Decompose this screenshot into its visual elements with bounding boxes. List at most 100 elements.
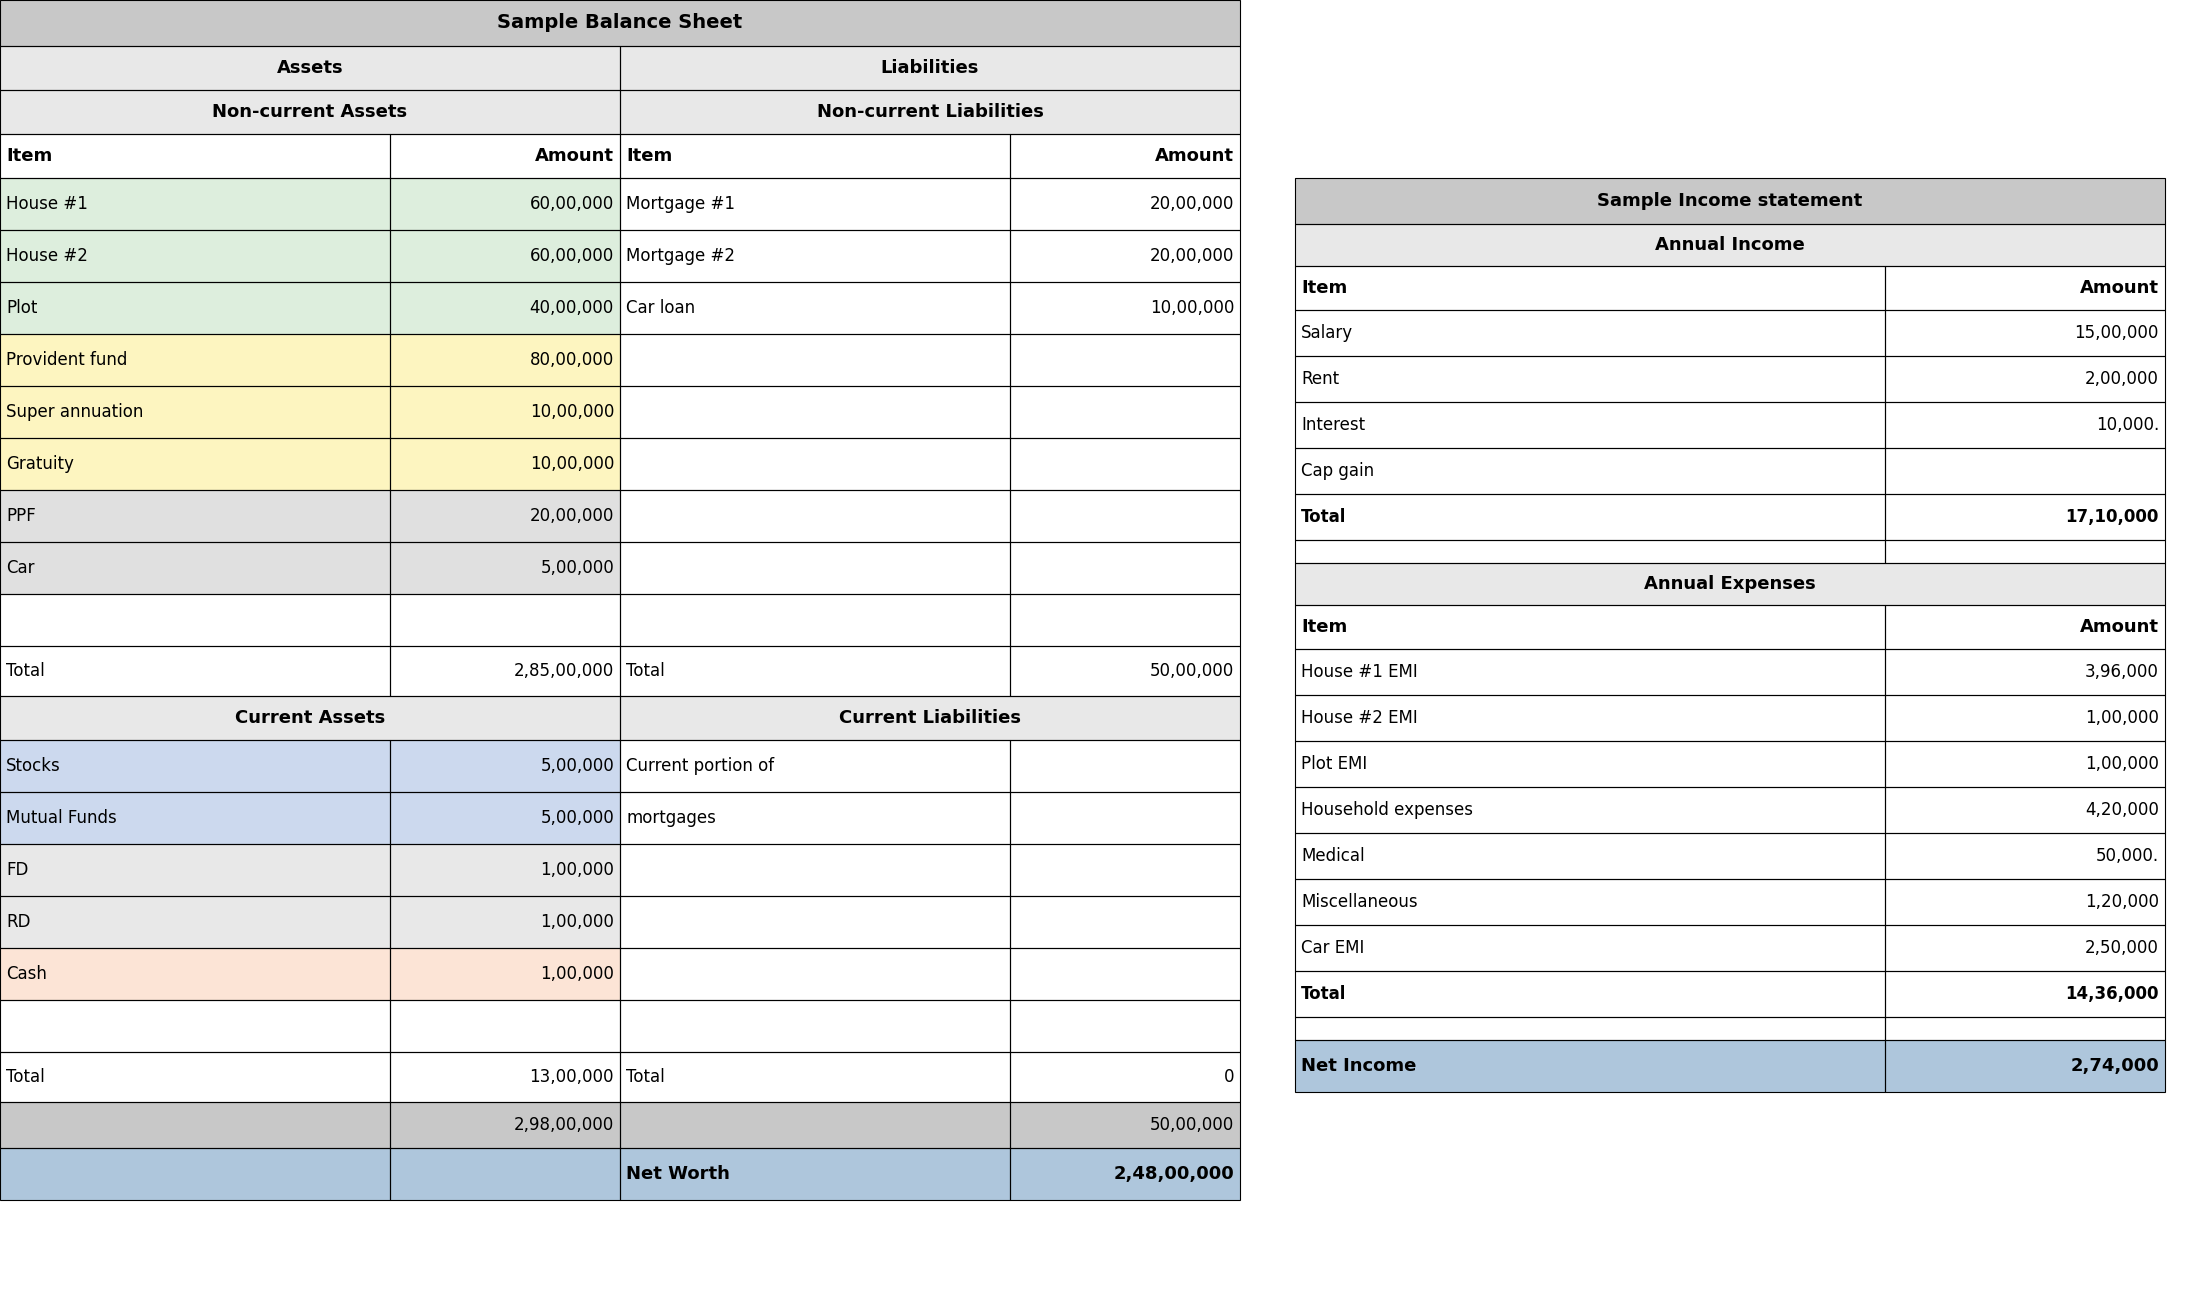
Bar <box>0 542 389 594</box>
Bar <box>1886 1040 2164 1092</box>
Bar <box>1886 401 2164 447</box>
Text: RD: RD <box>7 913 31 930</box>
Text: 5,00,000: 5,00,000 <box>540 809 615 826</box>
Text: Gratuity: Gratuity <box>7 455 74 472</box>
Bar <box>1295 833 1886 879</box>
Text: 2,98,00,000: 2,98,00,000 <box>514 1116 615 1134</box>
Text: Non-current Assets: Non-current Assets <box>212 103 407 121</box>
Bar <box>1011 740 1241 792</box>
Text: 5,00,000: 5,00,000 <box>540 559 615 576</box>
Bar <box>1295 311 1886 357</box>
Bar <box>0 696 619 740</box>
Bar <box>1295 401 1886 447</box>
Text: Super annuation: Super annuation <box>7 403 144 421</box>
Text: Liabilities: Liabilities <box>882 59 980 78</box>
Bar <box>1011 490 1241 542</box>
Bar <box>389 490 619 542</box>
Text: Sample Income statement: Sample Income statement <box>1597 192 1862 211</box>
Bar <box>1886 311 2164 357</box>
Bar <box>1295 879 1886 925</box>
Bar <box>619 646 1011 696</box>
Text: House #2: House #2 <box>7 247 88 265</box>
Text: 20,00,000: 20,00,000 <box>1149 247 1234 265</box>
Bar <box>619 740 1011 792</box>
Bar <box>1886 311 2164 357</box>
Text: 80,00,000: 80,00,000 <box>529 351 615 368</box>
Bar <box>0 334 389 386</box>
Bar <box>1886 266 2164 311</box>
Bar <box>0 89 619 134</box>
Bar <box>619 792 1011 844</box>
Bar <box>0 1051 389 1101</box>
Text: 50,00,000: 50,00,000 <box>1149 662 1234 680</box>
Bar <box>389 386 619 438</box>
Text: 3,96,000: 3,96,000 <box>2085 663 2160 680</box>
Bar <box>1011 1051 1241 1101</box>
Text: Interest: Interest <box>1302 416 1365 434</box>
Bar <box>1011 646 1241 696</box>
Bar <box>0 386 389 438</box>
Bar <box>619 948 1011 1000</box>
Bar <box>0 740 389 792</box>
Bar <box>1886 649 2164 695</box>
Text: 14,36,000: 14,36,000 <box>2065 984 2160 1003</box>
Bar <box>0 1101 389 1148</box>
Text: Current portion of: Current portion of <box>626 757 775 775</box>
Text: Item: Item <box>626 147 672 164</box>
Bar <box>1011 438 1241 490</box>
Bar <box>1011 282 1241 334</box>
Bar <box>1886 494 2164 540</box>
Bar <box>389 178 619 230</box>
Text: Amount: Amount <box>2081 279 2160 297</box>
Bar <box>1886 833 2164 879</box>
Text: Total: Total <box>7 662 44 680</box>
Bar <box>1295 741 1886 787</box>
Text: 1,00,000: 1,00,000 <box>540 913 615 930</box>
Text: 13,00,000: 13,00,000 <box>529 1069 615 1086</box>
Bar <box>1011 948 1241 1000</box>
Bar <box>1295 563 2164 605</box>
Bar <box>1295 925 1886 971</box>
Bar <box>389 542 619 594</box>
Text: Car: Car <box>7 559 35 576</box>
Bar <box>1011 1148 1241 1200</box>
Bar <box>0 0 1241 46</box>
Text: 50,00,000: 50,00,000 <box>1149 1116 1234 1134</box>
Bar <box>0 46 619 89</box>
Bar <box>0 1000 389 1051</box>
Bar <box>0 490 389 542</box>
Bar <box>0 386 389 438</box>
Text: 2,74,000: 2,74,000 <box>2070 1057 2160 1075</box>
Text: Provident fund: Provident fund <box>7 351 127 368</box>
Text: Item: Item <box>1302 619 1348 636</box>
Bar <box>389 230 619 282</box>
Bar <box>389 438 619 490</box>
Bar <box>1886 971 2164 1017</box>
Bar <box>619 282 1011 334</box>
Bar <box>1886 605 2164 649</box>
Bar <box>619 696 1241 740</box>
Bar <box>1295 447 1886 494</box>
Text: Plot: Plot <box>7 299 37 317</box>
Bar <box>0 646 389 696</box>
Bar <box>389 792 619 844</box>
Bar <box>1295 224 2164 266</box>
Bar <box>0 948 389 1000</box>
Bar <box>1011 1051 1241 1101</box>
Bar <box>0 134 389 178</box>
Text: Car EMI: Car EMI <box>1302 940 1365 957</box>
Bar <box>1295 649 1886 695</box>
Bar <box>0 1148 389 1200</box>
Text: 50,000.: 50,000. <box>2096 848 2160 865</box>
Bar <box>0 178 389 230</box>
Bar <box>0 792 389 844</box>
Bar <box>619 792 1011 844</box>
Text: 4,20,000: 4,20,000 <box>2085 801 2160 819</box>
Text: Sample Balance Sheet: Sample Balance Sheet <box>497 13 742 33</box>
Text: Car loan: Car loan <box>626 299 696 317</box>
Bar <box>389 1148 619 1200</box>
Bar <box>619 178 1011 230</box>
Bar <box>0 282 389 334</box>
Bar <box>0 282 389 334</box>
Bar <box>0 896 389 948</box>
